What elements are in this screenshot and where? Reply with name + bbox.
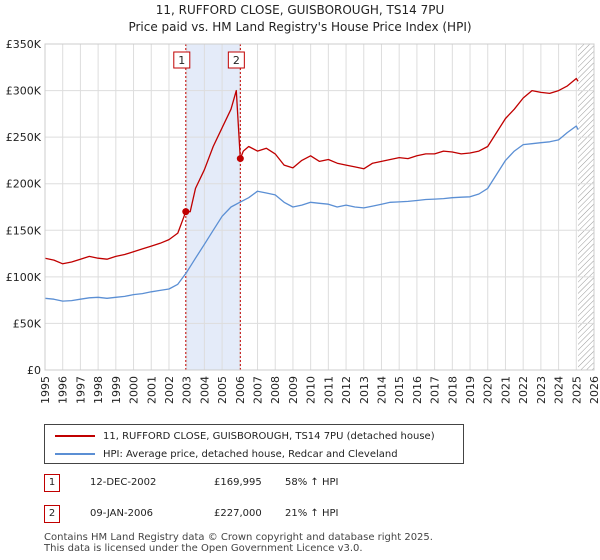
legend: 11, RUFFORD CLOSE, GUISBOROUGH, TS14 7PU… — [44, 424, 464, 464]
legend-label-hpi: HPI: Average price, detached house, Redc… — [103, 448, 398, 460]
x-tick-label: 2006 — [234, 376, 247, 404]
transaction-price: £227,000 — [214, 508, 262, 519]
x-tick-label: 2023 — [535, 376, 548, 404]
x-tick-label: 2024 — [553, 376, 566, 404]
transaction-point — [182, 208, 190, 216]
x-tick-label: 2012 — [340, 376, 353, 404]
x-tick-label: 2015 — [393, 376, 406, 404]
x-tick-label: 2009 — [287, 376, 300, 404]
x-tick-label: 1998 — [92, 376, 105, 404]
transaction-hpi-change: 21% ↑ HPI — [285, 508, 339, 519]
x-tick-label: 1999 — [110, 376, 123, 404]
legend-item-hpi: HPI: Average price, detached house, Redc… — [55, 445, 398, 463]
transaction-hpi-change: 58% ↑ HPI — [285, 477, 339, 488]
transaction-row: 2 09-JAN-2006 £227,000 21% ↑ HPI — [44, 505, 584, 525]
transaction-row: 1 12-DEC-2002 £169,995 58% ↑ HPI — [44, 474, 584, 494]
transaction-price: £169,995 — [214, 477, 262, 488]
property-series-line — [45, 77, 579, 265]
x-tick-label: 2003 — [181, 376, 194, 404]
plot-area — [45, 44, 594, 370]
x-tick-label: 2026 — [588, 376, 600, 404]
legend-swatch-hpi — [55, 453, 95, 455]
x-tick-label: 2017 — [429, 376, 442, 404]
y-tick-label: £50K — [13, 317, 42, 330]
x-tick-label: 2025 — [570, 376, 583, 404]
series-group — [45, 77, 579, 302]
y-tick-label: £350K — [6, 38, 42, 51]
x-tick-label: 2007 — [252, 376, 265, 404]
transaction-marker-label: 1 — [178, 54, 185, 67]
x-tick-label: 2013 — [358, 376, 371, 404]
y-tick-label: £200K — [6, 178, 42, 191]
footer: Contains HM Land Registry data © Crown c… — [44, 532, 433, 554]
transaction-marker-box — [227, 51, 245, 69]
x-tick-label: 2008 — [269, 376, 282, 404]
transaction-point — [236, 155, 244, 163]
x-tick-label: 1996 — [57, 376, 70, 404]
x-tick-label: 1995 — [39, 376, 52, 404]
transaction-number-badge: 2 — [44, 505, 60, 523]
legend-swatch-property — [55, 435, 95, 437]
y-tick-label: £100K — [6, 271, 42, 284]
transaction-number-badge: 1 — [44, 474, 60, 492]
y-tick-label: £250K — [6, 131, 42, 144]
footer-copyright: Contains HM Land Registry data © Crown c… — [44, 532, 433, 543]
x-tick-label: 2002 — [163, 376, 176, 404]
legend-label-property: 11, RUFFORD CLOSE, GUISBOROUGH, TS14 7PU… — [103, 430, 435, 442]
x-tick-label: 2001 — [145, 376, 158, 404]
y-tick-label: £300K — [6, 85, 42, 98]
x-tick-label: 2000 — [128, 376, 141, 404]
y-tick-label: £150K — [6, 224, 42, 237]
y-tick-label: £0 — [27, 364, 41, 377]
transaction-marker-box — [173, 51, 191, 69]
chart-subtitle: Price paid vs. HM Land Registry's House … — [128, 20, 471, 34]
x-tick-label: 2016 — [411, 376, 424, 404]
plot-border — [44, 43, 595, 371]
x-tick-label: 2004 — [198, 376, 211, 404]
x-tick-label: 2011 — [322, 376, 335, 404]
x-tick-label: 2005 — [216, 376, 229, 404]
future-hatch — [578, 44, 594, 370]
x-tick-label: 2018 — [446, 376, 459, 404]
transaction-date: 12-DEC-2002 — [90, 477, 157, 488]
x-tick-label: 2021 — [499, 376, 512, 404]
footer-licence: This data is licensed under the Open Gov… — [44, 543, 363, 554]
x-tick-label: 2022 — [517, 376, 530, 404]
x-tick-label: 2020 — [482, 376, 495, 404]
x-tick-label: 2019 — [464, 376, 477, 404]
legend-item-property: 11, RUFFORD CLOSE, GUISBOROUGH, TS14 7PU… — [55, 427, 435, 445]
transaction-date: 09-JAN-2006 — [90, 508, 154, 519]
chart-title: 11, RUFFORD CLOSE, GUISBOROUGH, TS14 7PU — [156, 3, 444, 17]
x-tick-label: 2014 — [375, 376, 388, 404]
transaction-marker-label: 2 — [233, 54, 240, 67]
x-tick-label: 2010 — [305, 376, 318, 404]
x-tick-label: 1997 — [74, 376, 87, 404]
hpi-series-line — [45, 125, 579, 302]
price-chart: 11, RUFFORD CLOSE, GUISBOROUGH, TS14 7PU… — [6, 3, 600, 404]
